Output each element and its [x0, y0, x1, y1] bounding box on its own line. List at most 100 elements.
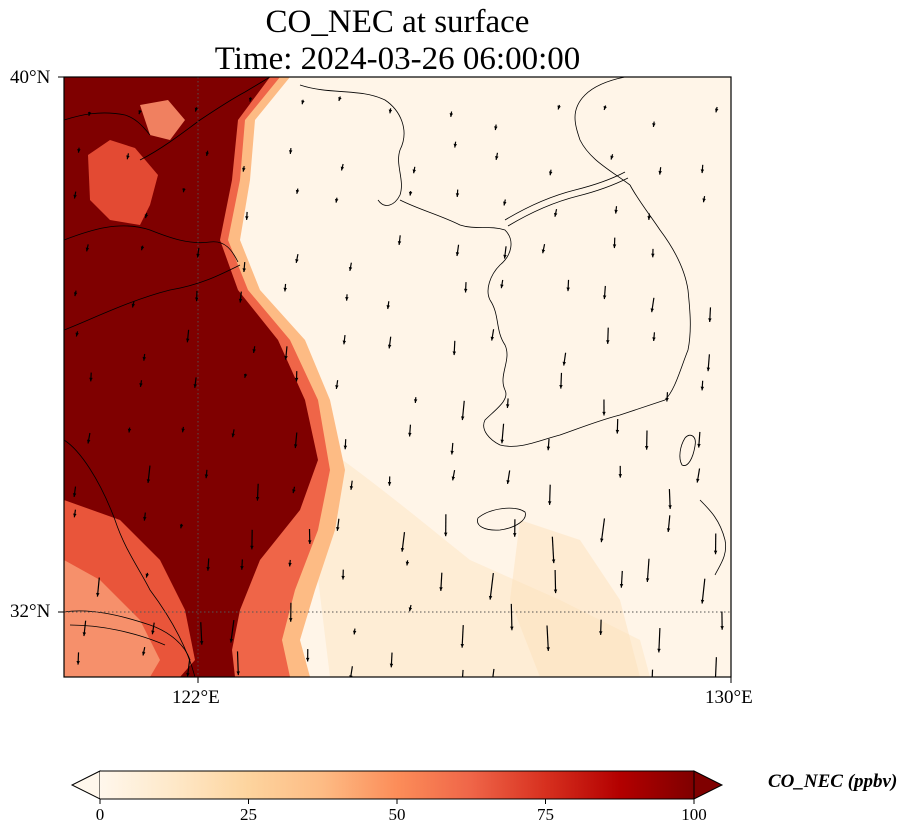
wind-arrow — [349, 480, 354, 490]
wind-arrow — [510, 603, 514, 631]
wind-arrow — [292, 486, 296, 494]
wind-arrow — [75, 331, 79, 337]
tsushima-island — [679, 434, 696, 466]
wind-arrow — [603, 105, 607, 111]
wind-arrow — [439, 572, 443, 591]
coastline-yangtze — [64, 610, 191, 661]
wind-arrow — [342, 334, 347, 345]
wind-arrow — [73, 290, 78, 297]
wind-arrow — [408, 424, 412, 437]
wind-arrow — [288, 559, 292, 567]
wind-arrow — [87, 111, 92, 117]
wind-arrow — [645, 558, 650, 582]
wind-arrow — [494, 124, 498, 131]
high-concentration-plume — [64, 77, 318, 677]
wind-arrow — [181, 426, 185, 433]
wind-arrow — [495, 152, 499, 161]
wind-arrow — [205, 150, 210, 157]
wind-arrow — [700, 380, 705, 391]
wind-arrow — [697, 431, 701, 448]
wind-arrow — [85, 244, 90, 252]
wind-arrow — [665, 392, 669, 402]
wind-arrow — [142, 353, 146, 361]
wind-arrow — [451, 470, 456, 481]
wind-arrow — [612, 237, 617, 249]
jeju-island — [477, 507, 526, 531]
wind-arrow — [348, 262, 353, 271]
wind-arrow — [505, 398, 510, 408]
wind-arrow — [250, 529, 254, 550]
wind-arrow — [77, 147, 81, 153]
wind-arrow — [295, 188, 300, 194]
wind-arrow — [599, 619, 603, 635]
map-frame — [63, 76, 732, 678]
wind-arrow — [186, 659, 191, 677]
wind-arrow — [199, 622, 204, 645]
coastline-nk-east — [574, 77, 631, 186]
wind-arrow — [288, 148, 293, 154]
wind-arrow — [388, 108, 393, 114]
wind-arrow — [140, 245, 145, 251]
colorbar-extend-high — [693, 770, 724, 800]
wind-arrow — [334, 197, 339, 203]
coastline-bohai — [64, 112, 151, 136]
lat-label-40: 40°N — [10, 67, 51, 88]
wind-arrow — [455, 189, 460, 197]
wind-arrow — [546, 438, 551, 451]
wind-arrow — [139, 380, 143, 388]
wind-arrow — [255, 483, 260, 501]
wind-arrow — [387, 476, 392, 486]
wind-arrow — [138, 110, 142, 115]
wind-arrow — [73, 509, 77, 518]
wind-arrow — [345, 294, 349, 301]
wind-arrow — [305, 649, 310, 662]
map-area — [64, 77, 731, 677]
wind-arrow — [461, 669, 464, 677]
wind-arrow — [562, 352, 567, 366]
colorbar-ticks — [99, 799, 695, 804]
moderate-concentration-band — [510, 520, 640, 677]
wind-arrow — [397, 235, 402, 245]
wind-arrow — [602, 285, 607, 300]
colorbar-tick-label: 0 — [95, 805, 105, 824]
wind-arrow — [352, 628, 357, 635]
wind-arrow — [243, 373, 248, 378]
coastline-korea-west — [483, 299, 508, 446]
wind-arrow — [240, 559, 244, 570]
colorbar-tick-label: 100 — [681, 805, 707, 824]
wind-arrow — [452, 340, 457, 356]
wind-arrow — [412, 166, 416, 174]
wind-arrow — [610, 154, 614, 160]
wind-arrow — [295, 253, 299, 264]
wind-arrow — [151, 622, 155, 635]
coastline-china-east — [64, 264, 241, 331]
coastline-china-south — [64, 439, 196, 677]
wind-arrow — [231, 429, 235, 438]
coastline-korea-east — [629, 184, 691, 401]
wind-arrow — [644, 430, 649, 450]
wind-arrow — [559, 372, 563, 389]
wind-arrow — [506, 470, 511, 485]
wind-arrow — [541, 243, 546, 254]
wind-arrow — [647, 213, 651, 220]
wind-arrow — [700, 164, 705, 174]
wind-arrow — [453, 141, 458, 148]
wind-arrow — [666, 515, 671, 533]
wind-arrow — [460, 400, 465, 421]
wind-arrow — [86, 432, 91, 444]
wind-arrow — [668, 489, 672, 509]
wind-arrow — [96, 577, 100, 597]
wind-arrow — [144, 212, 149, 219]
wind-arrow — [500, 423, 505, 444]
wind-arrow — [196, 247, 200, 258]
wind-arrow — [289, 602, 293, 622]
wind-arrow — [204, 469, 209, 479]
wind-arrow — [413, 397, 418, 403]
wind-arrow — [242, 261, 246, 273]
wind-arrow — [553, 209, 558, 217]
wind-arrow — [714, 657, 717, 677]
wind-arrow — [618, 465, 623, 478]
lon-label-122: 122°E — [172, 687, 220, 708]
plume-pocket-south-light — [64, 560, 160, 677]
wind-vectors — [72, 96, 724, 677]
